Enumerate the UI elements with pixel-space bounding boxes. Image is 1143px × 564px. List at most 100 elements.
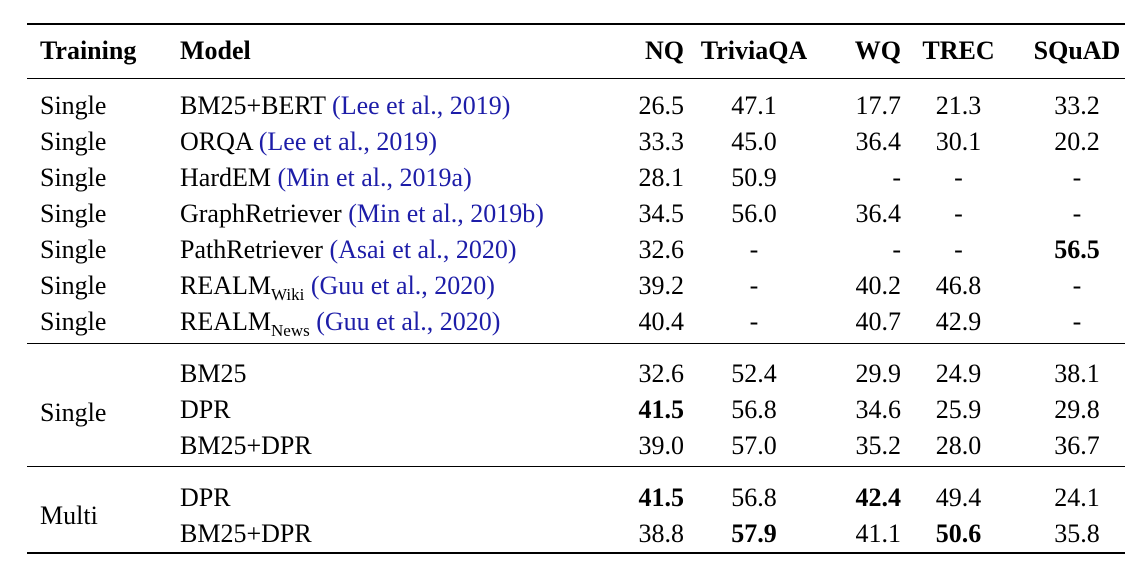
header-trec: TREC xyxy=(922,36,995,65)
trec-cell: 21.3 xyxy=(935,91,982,120)
group1-rule xyxy=(27,343,1125,344)
training-cell: Multi xyxy=(40,501,98,530)
group2-rule xyxy=(27,466,1125,467)
citation[interactable]: (Guu et al., 2020) xyxy=(316,307,501,336)
citation[interactable]: (Lee et al., 2019) xyxy=(258,127,438,156)
triviaqa-cell: 56.8 xyxy=(731,483,777,512)
nq-cell: 32.6 xyxy=(638,359,685,388)
trec-cell: 24.9 xyxy=(935,359,982,388)
nq-cell: 39.2 xyxy=(638,271,685,300)
wq-cell: - xyxy=(892,163,901,192)
training-cell: Single xyxy=(40,91,107,120)
triviaqa-cell: 57.0 xyxy=(731,431,777,460)
wq-cell: 41.1 xyxy=(855,519,902,548)
table-row: DPR 41.5 56.8 34.6 25.9 29.8 xyxy=(27,392,1138,428)
citation[interactable]: (Min et al., 2019b) xyxy=(348,199,544,228)
triviaqa-cell: 56.0 xyxy=(731,199,777,228)
citation[interactable]: (Min et al., 2019a) xyxy=(277,163,472,192)
triviaqa-cell: - xyxy=(749,235,759,264)
wq-cell: 35.2 xyxy=(855,431,902,460)
table-row: Single PathRetriever (Asai et al., 2020)… xyxy=(27,232,1138,268)
training-cell: Single xyxy=(40,199,107,228)
triviaqa-cell: 47.1 xyxy=(731,91,777,120)
model-cell: HardEM (Min et al., 2019a) xyxy=(180,160,604,196)
squad-cell: 36.7 xyxy=(1054,431,1100,460)
squad-cell: - xyxy=(1072,163,1082,192)
squad-cell: 33.2 xyxy=(1054,91,1100,120)
squad-cell: - xyxy=(1072,307,1082,336)
header-rule xyxy=(27,78,1125,79)
triviaqa-cell: - xyxy=(749,307,759,336)
nq-cell-best: 41.5 xyxy=(638,395,685,424)
table-row: Multi DPR 41.5 56.8 42.4 49.4 24.1 xyxy=(27,470,1138,530)
model-subscript: News xyxy=(271,321,310,340)
model-name: ORQA xyxy=(180,127,253,156)
nq-cell: 32.6 xyxy=(638,235,685,264)
header-squad: SQuAD xyxy=(1033,36,1121,65)
trec-cell-best: 50.6 xyxy=(935,519,982,548)
header-training: Training xyxy=(40,36,137,65)
wq-cell: - xyxy=(892,235,901,264)
citation[interactable]: (Asai et al., 2020) xyxy=(329,235,517,264)
triviaqa-cell: - xyxy=(749,271,759,300)
nq-cell-best: 41.5 xyxy=(638,483,685,512)
model-cell: REALMWiki (Guu et al., 2020) xyxy=(180,268,604,304)
citation[interactable]: (Lee et al., 2019) xyxy=(332,91,511,120)
model-cell: BM25+DPR xyxy=(180,519,312,548)
wq-cell-best: 42.4 xyxy=(855,483,902,512)
squad-cell: 35.8 xyxy=(1054,519,1100,548)
nq-cell: 39.0 xyxy=(638,431,685,460)
wq-cell: 34.6 xyxy=(855,395,902,424)
bottom-rule xyxy=(27,552,1125,554)
training-cell: Single xyxy=(40,307,107,336)
model-cell: BM25+BERT (Lee et al., 2019) xyxy=(180,78,604,124)
training-cell: Single xyxy=(40,163,107,192)
model-cell: BM25+DPR xyxy=(180,431,312,460)
trec-cell: - xyxy=(954,235,963,264)
triviaqa-cell: 45.0 xyxy=(731,127,777,156)
squad-cell: 38.1 xyxy=(1054,359,1100,388)
model-name: GraphRetriever xyxy=(180,199,342,228)
triviaqa-cell-best: 57.9 xyxy=(731,519,777,548)
table-row: BM25+DPR 38.8 57.9 41.1 50.6 35.8 xyxy=(27,516,1138,552)
model-name: REALM xyxy=(180,307,271,336)
trec-cell: 28.0 xyxy=(935,431,982,460)
model-subscript: Wiki xyxy=(271,285,305,304)
header-triviaqa: TriviaQA xyxy=(700,36,808,65)
table-row: Single BM25+BERT (Lee et al., 2019) 26.5… xyxy=(27,78,1138,124)
squad-cell: - xyxy=(1072,271,1082,300)
squad-cell: - xyxy=(1072,199,1082,228)
table-row: Single ORQA (Lee et al., 2019) 33.3 45.0… xyxy=(27,124,1138,160)
table-row: Single BM25 32.6 52.4 29.9 24.9 38.1 xyxy=(27,346,1138,427)
trec-cell: 49.4 xyxy=(935,483,982,512)
trec-cell: - xyxy=(954,163,963,192)
nq-cell: 33.3 xyxy=(638,127,685,156)
header-wq: WQ xyxy=(854,36,901,65)
squad-cell: 29.8 xyxy=(1054,395,1100,424)
top-rule xyxy=(27,23,1125,25)
triviaqa-cell: 56.8 xyxy=(731,395,777,424)
nq-cell: 38.8 xyxy=(638,519,685,548)
squad-cell: 24.1 xyxy=(1054,483,1100,512)
squad-cell: 20.2 xyxy=(1054,127,1100,156)
training-cell: Single xyxy=(40,127,107,156)
header-model: Model xyxy=(180,36,251,65)
model-name: REALM xyxy=(180,271,271,300)
nq-cell: 40.4 xyxy=(638,307,685,336)
trec-cell: 30.1 xyxy=(935,127,982,156)
squad-cell-best: 56.5 xyxy=(1054,235,1100,264)
wq-cell: 40.2 xyxy=(855,271,902,300)
model-name: HardEM xyxy=(180,163,271,192)
trec-cell: 42.9 xyxy=(935,307,982,336)
nq-cell: 26.5 xyxy=(638,91,685,120)
header-row: Training Model NQ TriviaQA WQ TREC SQuAD xyxy=(27,24,1138,78)
triviaqa-cell: 50.9 xyxy=(731,163,777,192)
citation[interactable]: (Guu et al., 2020) xyxy=(310,271,495,300)
model-cell: GraphRetriever (Min et al., 2019b) xyxy=(180,196,604,232)
trec-cell: - xyxy=(954,199,963,228)
model-cell: BM25 xyxy=(180,359,247,388)
table-row: Single REALMWiki (Guu et al., 2020) 39.2… xyxy=(27,268,1138,304)
nq-cell: 34.5 xyxy=(638,199,685,228)
model-cell: DPR xyxy=(180,395,231,424)
